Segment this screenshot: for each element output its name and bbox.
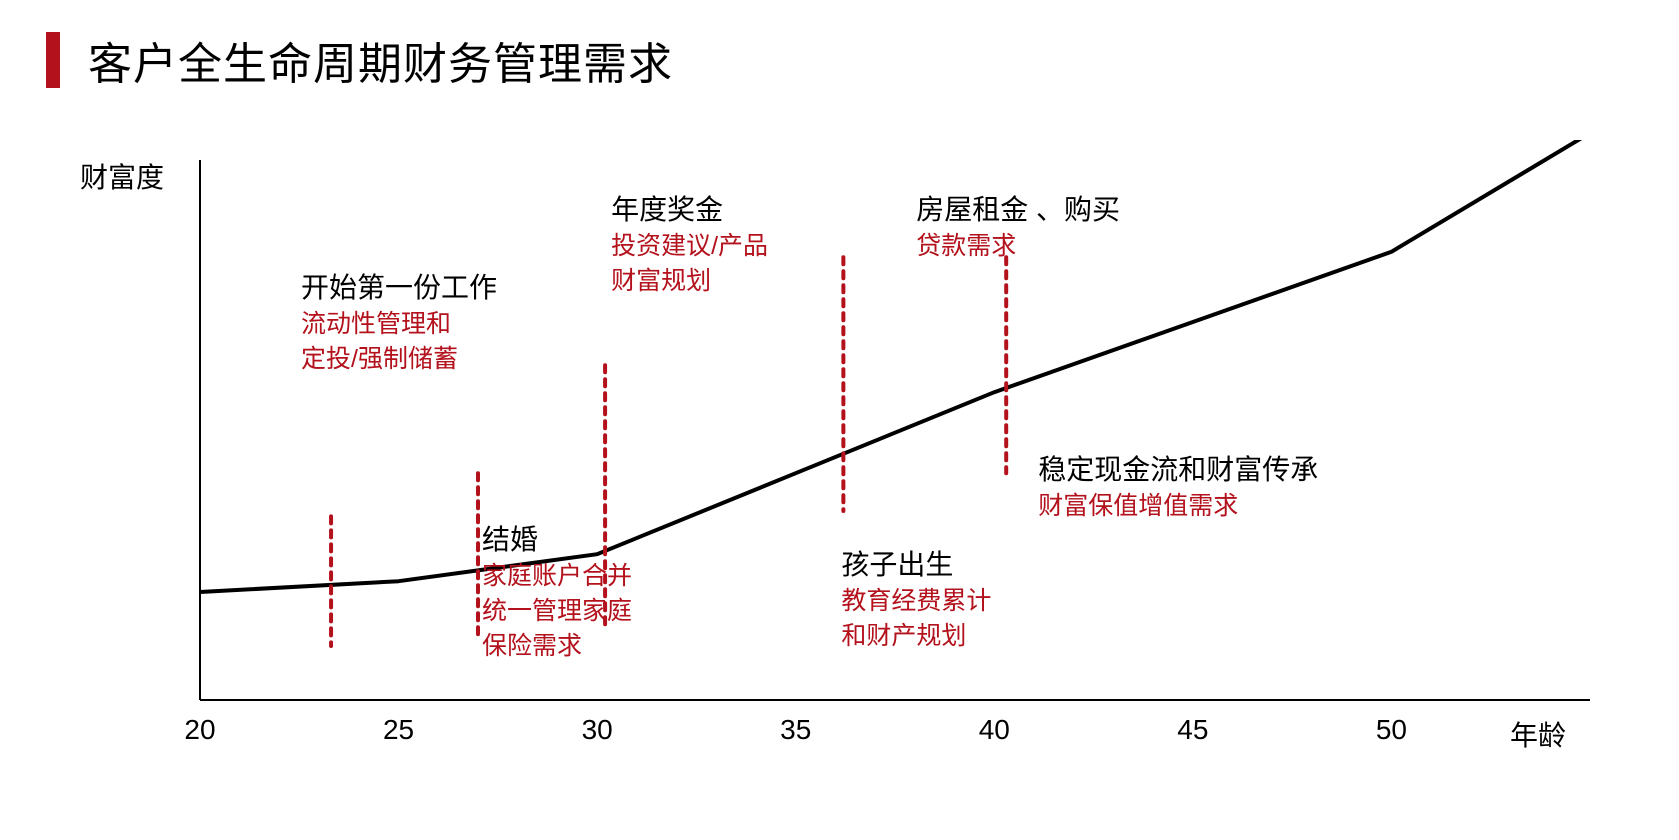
event-title: 稳定现金流和财富传承 xyxy=(1038,450,1318,489)
event-annotation: 开始第一份工作流动性管理和定投/强制储蓄 xyxy=(301,268,497,377)
x-tick-label: 30 xyxy=(582,714,613,746)
x-tick-label: 25 xyxy=(383,714,414,746)
event-subtext: 定投/强制储蓄 xyxy=(301,342,497,377)
event-subtext: 和财产规划 xyxy=(841,619,991,654)
x-tick-label: 40 xyxy=(979,714,1010,746)
event-title: 开始第一份工作 xyxy=(301,268,497,307)
page-title: 客户全生命周期财务管理需求 xyxy=(88,28,673,92)
event-annotation: 房屋租金 、购买贷款需求 xyxy=(916,190,1120,264)
event-title: 结婚 xyxy=(482,520,632,559)
event-annotation: 稳定现金流和财富传承财富保值增值需求 xyxy=(1038,450,1318,524)
event-subtext: 贷款需求 xyxy=(916,229,1120,264)
x-axis-label: 年龄 xyxy=(1510,714,1566,754)
event-subtext: 财富保值增值需求 xyxy=(1038,489,1318,524)
x-tick-label: 45 xyxy=(1177,714,1208,746)
event-title: 房屋租金 、购买 xyxy=(916,190,1120,229)
event-subtext: 统一管理家庭 xyxy=(482,594,632,629)
event-subtext: 投资建议/产品 xyxy=(611,229,768,264)
event-subtext: 流动性管理和 xyxy=(301,307,497,342)
event-annotation: 孩子出生教育经费累计和财产规划 xyxy=(841,545,991,654)
x-tick-label: 35 xyxy=(780,714,811,746)
y-axis-label: 财富度 xyxy=(80,156,164,196)
event-subtext: 家庭账户合并 xyxy=(482,559,632,594)
x-tick-label: 50 xyxy=(1376,714,1407,746)
x-tick-label: 20 xyxy=(184,714,215,746)
lifecycle-chart: 财富度 年龄 20 25 30 35 40 45 50 开始第一份工作流动性管理和定投/强制储… xyxy=(70,140,1630,780)
event-annotation: 年度奖金投资建议/产品财富规划 xyxy=(611,190,768,299)
title-accent-bar xyxy=(46,32,60,88)
event-annotation: 结婚家庭账户合并统一管理家庭保险需求 xyxy=(482,520,632,664)
event-subtext: 教育经费累计 xyxy=(841,584,991,619)
event-title: 孩子出生 xyxy=(841,545,991,584)
event-title: 年度奖金 xyxy=(611,190,768,229)
event-subtext: 财富规划 xyxy=(611,264,768,299)
page-title-bar: 客户全生命周期财务管理需求 xyxy=(46,28,673,92)
event-subtext: 保险需求 xyxy=(482,629,632,664)
